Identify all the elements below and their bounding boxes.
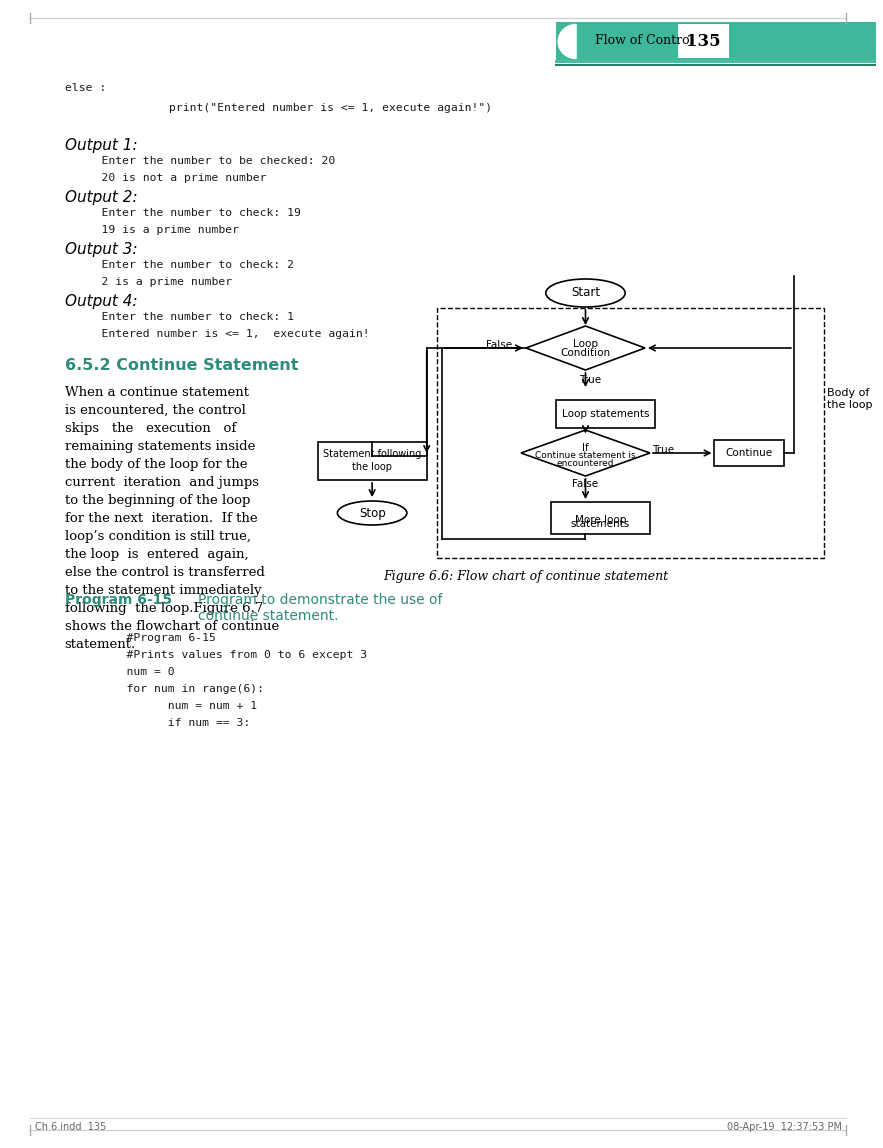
Text: Output 4:: Output 4: (64, 294, 137, 309)
Text: Program 6-15: Program 6-15 (64, 594, 171, 607)
Text: True: True (652, 445, 674, 455)
FancyBboxPatch shape (555, 22, 876, 60)
Text: for the next  iteration.  If the: for the next iteration. If the (64, 512, 257, 525)
Text: Figure 6.6: Flow chart of continue statement: Figure 6.6: Flow chart of continue state… (383, 571, 668, 583)
Polygon shape (521, 430, 650, 476)
FancyBboxPatch shape (555, 400, 655, 428)
Text: num = num + 1: num = num + 1 (99, 701, 257, 711)
Text: 19 is a prime number: 19 is a prime number (74, 225, 239, 235)
Text: remaining statements inside: remaining statements inside (64, 440, 255, 453)
Text: When a continue statement: When a continue statement (64, 386, 248, 400)
Text: 08-Apr-19  12:37:53 PM: 08-Apr-19 12:37:53 PM (727, 1122, 841, 1132)
Text: Start: Start (571, 287, 600, 300)
Text: Flow of Control: Flow of Control (595, 34, 694, 47)
Text: else the control is transferred: else the control is transferred (64, 566, 264, 579)
Text: the loop  is  entered  again,: the loop is entered again, (64, 548, 248, 561)
Text: print("Entered number is <= 1, execute again!"): print("Entered number is <= 1, execute a… (169, 103, 492, 113)
Text: statement.: statement. (64, 638, 136, 651)
Text: for num in range(6):: for num in range(6): (99, 684, 264, 695)
Text: Output 1:: Output 1: (64, 138, 137, 153)
Text: False: False (572, 479, 599, 489)
Text: 135: 135 (686, 32, 721, 49)
Text: Enter the number to check: 19: Enter the number to check: 19 (74, 208, 301, 218)
FancyBboxPatch shape (551, 502, 650, 534)
Text: #Prints values from 0 to 6 except 3: #Prints values from 0 to 6 except 3 (99, 650, 367, 660)
Text: More loop: More loop (575, 515, 626, 525)
Text: If: If (582, 443, 589, 453)
Ellipse shape (546, 279, 625, 307)
FancyBboxPatch shape (678, 24, 729, 59)
Text: False: False (487, 340, 512, 350)
FancyBboxPatch shape (714, 440, 784, 466)
Text: if num == 3:: if num == 3: (99, 718, 251, 728)
Text: the loop: the loop (352, 461, 392, 472)
Text: Loop: Loop (573, 339, 598, 349)
Text: skips   the   execution   of: skips the execution of (64, 422, 236, 435)
Text: True: True (579, 375, 601, 385)
Text: current  iteration  and jumps: current iteration and jumps (64, 476, 259, 489)
Text: Program to demonstrate the use of: Program to demonstrate the use of (199, 594, 443, 607)
Ellipse shape (337, 501, 407, 525)
Text: Continue: Continue (726, 448, 773, 458)
Text: Entered number is <= 1,  execute again!: Entered number is <= 1, execute again! (74, 329, 370, 339)
Text: Condition: Condition (561, 348, 610, 358)
Text: shows the flowchart of continue: shows the flowchart of continue (64, 620, 279, 633)
Text: Loop statements: Loop statements (562, 409, 649, 419)
Text: Ch 6.indd  135: Ch 6.indd 135 (34, 1122, 106, 1132)
Text: following  the loop.Figure 6.7: following the loop.Figure 6.7 (64, 602, 263, 615)
Text: to the beginning of the loop: to the beginning of the loop (64, 494, 250, 507)
Text: loop’s condition is still true,: loop’s condition is still true, (64, 530, 251, 543)
Text: 6.5.2 Continue Statement: 6.5.2 Continue Statement (64, 358, 298, 373)
Text: the loop: the loop (826, 400, 872, 410)
Text: to the statement immediately: to the statement immediately (64, 584, 261, 597)
Text: num = 0: num = 0 (99, 667, 175, 677)
Text: Body of: Body of (826, 388, 869, 398)
Text: Enter the number to check: 2: Enter the number to check: 2 (74, 259, 294, 270)
Text: Stop: Stop (358, 506, 386, 520)
Text: Statement following: Statement following (323, 449, 421, 459)
Text: statements: statements (570, 519, 630, 529)
Text: continue statement.: continue statement. (199, 608, 339, 623)
FancyBboxPatch shape (318, 442, 426, 480)
Text: Enter the number to check: 1: Enter the number to check: 1 (74, 312, 294, 321)
Text: Output 3:: Output 3: (64, 242, 137, 257)
Text: Continue statement is: Continue statement is (535, 451, 636, 460)
Text: 2 is a prime number: 2 is a prime number (74, 277, 232, 287)
Text: encountered: encountered (557, 459, 615, 468)
Text: Enter the number to be checked: 20: Enter the number to be checked: 20 (74, 156, 336, 166)
Polygon shape (526, 326, 645, 370)
Text: #Program 6-15: #Program 6-15 (99, 633, 216, 643)
Text: else :: else : (64, 83, 106, 93)
Text: 20 is not a prime number: 20 is not a prime number (74, 173, 267, 183)
Text: the body of the loop for the: the body of the loop for the (64, 458, 247, 471)
Text: Output 2:: Output 2: (64, 191, 137, 205)
Text: is encountered, the control: is encountered, the control (64, 404, 245, 417)
